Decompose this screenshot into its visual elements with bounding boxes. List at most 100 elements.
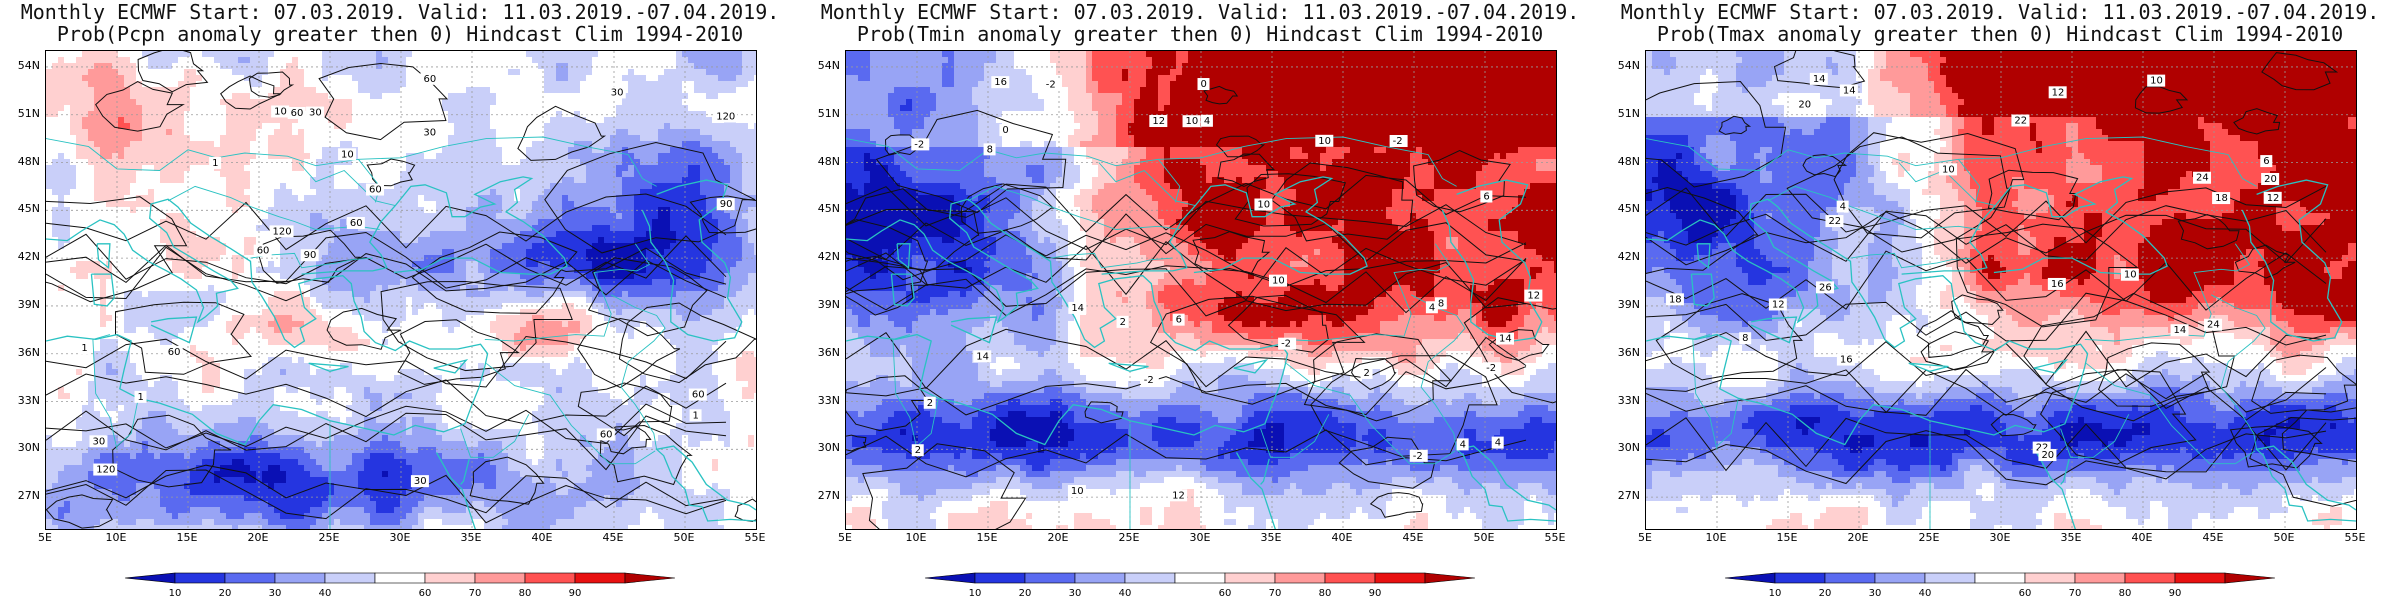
contour-label-box <box>1836 353 1855 366</box>
colorbar-label: 20 <box>1819 588 1832 599</box>
colorbar-swatch <box>2074 572 2126 584</box>
colorbar-swatch <box>1224 572 1276 584</box>
panel-title-line1: Monthly ECMWF Start: 07.03.2019. Valid: … <box>800 0 1600 24</box>
colorbar-label: 30 <box>1069 588 1082 599</box>
colorbar-swatches <box>924 572 1476 584</box>
colorbar-swatch <box>2174 572 2226 584</box>
contour-label: 2 <box>1120 317 1126 328</box>
colorbar-label: 70 <box>1269 588 1282 599</box>
coastlines <box>846 136 1556 529</box>
contour-label-box <box>271 105 290 118</box>
contour-label: 1 <box>693 410 699 421</box>
contour-label: 20 <box>1798 100 1811 111</box>
colorbar-swatch <box>1874 572 1926 584</box>
contour-label: 60 <box>350 218 363 229</box>
colorbar-swatch <box>2124 572 2176 584</box>
contour-label: 10 <box>2150 76 2163 87</box>
contour-label: 90 <box>304 250 317 261</box>
contour-label: -2 <box>1393 136 1403 147</box>
contour-label-box <box>2120 268 2139 281</box>
contour-label-box <box>2170 324 2189 337</box>
contour-label-box <box>253 244 272 257</box>
contour-label: 60 <box>168 347 181 358</box>
contour-label-box <box>89 435 108 448</box>
colorbar-swatch <box>2224 572 2276 584</box>
contour-label-box <box>1825 215 1844 228</box>
colorbar-labels: 10 20 30 40 60 70 80 90 <box>169 588 582 599</box>
contour-label-box <box>209 156 222 169</box>
contour-label: 8 <box>1742 333 1748 344</box>
lon-tick-label: 30E <box>1990 531 2011 544</box>
lon-tick-label: 15E <box>177 531 198 544</box>
contour-label-box <box>1268 274 1287 287</box>
contour-label-box <box>269 225 294 238</box>
lat-tick-label: 42N <box>18 250 40 263</box>
lon-tick-label: 10E <box>1706 531 1727 544</box>
colorbar-swatch <box>274 572 326 584</box>
shading <box>46 51 756 529</box>
contour-label-box <box>1169 489 1188 502</box>
contour-label: 60 <box>257 246 270 257</box>
contour-label-box <box>1483 362 1502 375</box>
contour-label: -2 <box>1281 339 1291 350</box>
contour-label-box <box>300 249 319 262</box>
colorbar-swatch <box>374 572 426 584</box>
lon-tick-label: 30E <box>390 531 411 544</box>
lat-tick-label: 51N <box>818 107 840 120</box>
lon-tick-label: 55E <box>2345 531 2366 544</box>
contour-label-box <box>1197 78 1210 91</box>
colorbar-swatch <box>1274 572 1326 584</box>
lon-tick-label: 50E <box>1474 531 1495 544</box>
lat-tick-label: 30N <box>818 441 840 454</box>
contour-label-box <box>1665 293 1684 306</box>
contour-label: 4 <box>1460 439 1466 450</box>
contour-label: 10 <box>1071 486 1084 497</box>
contour-label: 0 <box>1201 79 1207 90</box>
contour-label: 10 <box>1942 164 1955 175</box>
contour-labels: -2 0 -2 2 -2 0 2 4 -2 -2 4 6 2 -2 4 2 6 8 10 12 14 10 14 10 10 12… <box>911 76 1543 502</box>
contour-label: 10 <box>2124 270 2137 281</box>
contour-label: 2 <box>927 398 933 409</box>
colorbar-labels: 10 20 30 40 60 70 80 90 <box>1769 588 2182 599</box>
contour-label-box <box>410 475 429 488</box>
colorbar-swatch <box>1324 572 1376 584</box>
lon-tick-label: 25E <box>1119 531 1140 544</box>
contour-label: 30 <box>92 436 105 447</box>
coastlines <box>1646 136 2356 529</box>
coastlines <box>46 136 756 529</box>
contour-label: 60 <box>692 390 705 401</box>
contour-label-box <box>2260 155 2273 168</box>
colorbar-label: 60 <box>1219 588 1232 599</box>
contour-label-box <box>1816 281 1835 294</box>
contour-label-box <box>2147 74 2166 87</box>
colorbar: 10 20 30 40 60 70 80 90 <box>1724 572 2276 599</box>
contour-label-box <box>338 148 357 161</box>
lon-tick-label: 5E <box>838 531 852 544</box>
colorbar-label: 30 <box>1869 588 1882 599</box>
contour-label: 12 <box>1527 291 1540 302</box>
lon-tick-label: 20E <box>1048 531 1069 544</box>
colorbar-swatch <box>474 572 526 584</box>
colorbar-swatch <box>124 572 176 584</box>
contour-label: 4 <box>1429 302 1435 313</box>
contour-label-box <box>689 409 702 422</box>
contour-label-box <box>1836 200 1849 213</box>
contour-label: 18 <box>1669 294 1682 305</box>
panel-title-line2: Prob(Tmax anomaly greater then 0) Hindca… <box>1600 22 2400 46</box>
contour-label: 120 <box>96 465 115 476</box>
lat-tick-label: 39N <box>18 298 40 311</box>
contour-label-box <box>78 342 91 355</box>
contour-label-box <box>716 198 735 211</box>
contour-label-box <box>1254 198 1273 211</box>
contour-label: 8 <box>987 144 993 155</box>
contour-label: 12 <box>1772 299 1785 310</box>
colorbar-label: 80 <box>2119 588 2132 599</box>
contour-label-box <box>1524 289 1543 302</box>
contour-label-box <box>1042 78 1061 91</box>
lat-tick-label: 48N <box>1618 155 1640 168</box>
gridlines <box>1646 51 2356 529</box>
lat-tick-label: 36N <box>18 346 40 359</box>
lon-tick-label: 45E <box>603 531 624 544</box>
lon-tick-label: 45E <box>2203 531 2224 544</box>
contour-label: 4 <box>1840 202 1846 213</box>
